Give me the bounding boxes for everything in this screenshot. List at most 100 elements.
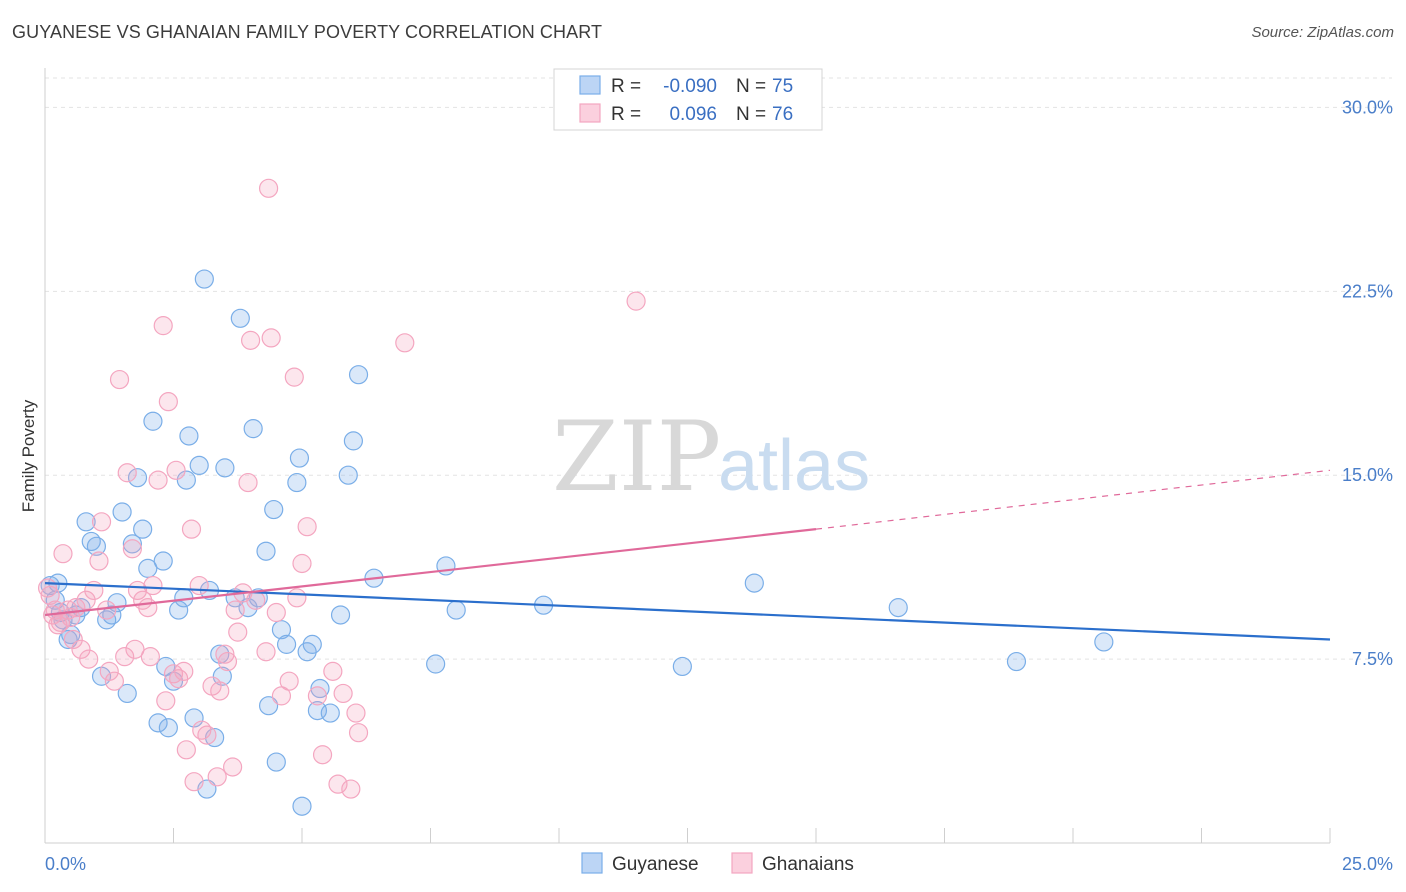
point-ghanaians	[53, 544, 73, 564]
point-guyanese	[436, 556, 456, 576]
point-ghanaians	[176, 740, 196, 760]
point-ghanaians	[341, 779, 361, 799]
point-ghanaians	[348, 723, 369, 743]
point-guyanese	[176, 470, 196, 490]
bottom-legend-label-guyanese: Guyanese	[612, 854, 699, 875]
point-guyanese	[348, 365, 369, 385]
point-ghanaians	[109, 369, 130, 390]
point-guyanese	[133, 519, 153, 539]
bottom-legend: Guyanese Ghanaians	[581, 852, 854, 875]
point-guyanese	[1094, 632, 1114, 652]
watermark-zip: ZIP	[552, 401, 721, 513]
point-ghanaians	[333, 683, 353, 704]
legend-n-label-1: N =	[736, 76, 766, 97]
point-ghanaians	[122, 539, 142, 559]
point-ghanaians	[140, 647, 160, 667]
point-guyanese	[194, 269, 214, 289]
point-ghanaians	[148, 470, 168, 490]
point-guyanese	[330, 605, 351, 625]
legend-swatch-ghanaians	[579, 103, 601, 123]
point-guyanese	[158, 718, 178, 738]
point-guyanese	[122, 534, 142, 554]
point-ghanaians	[297, 517, 317, 537]
point-ghanaians	[215, 644, 235, 664]
point-guyanese	[343, 431, 363, 451]
point-guyanese	[310, 678, 330, 699]
point-guyanese	[243, 419, 263, 439]
point-ghanaians	[63, 629, 83, 650]
point-ghanaians	[143, 575, 163, 596]
point-ghanaians	[97, 600, 117, 620]
point-ghanaians	[238, 472, 258, 493]
point-ghanaians	[76, 590, 96, 610]
trend-line-guyanese	[44, 581, 1331, 641]
legend-r-value-2: 0.096	[669, 104, 717, 125]
y-tick-label: 15.0%	[1342, 465, 1393, 485]
point-ghanaians	[153, 316, 173, 336]
x-tick-label-min: 0.0%	[45, 854, 86, 874]
point-ghanaians	[71, 639, 91, 659]
point-guyanese	[112, 502, 132, 522]
point-ghanaians	[266, 602, 286, 623]
point-ghanaians	[45, 600, 65, 620]
point-ghanaians	[99, 661, 119, 681]
y-tick-label: 7.5%	[1352, 649, 1393, 669]
y-axis-label: Family Poverty	[19, 399, 38, 512]
point-guyanese	[302, 634, 322, 654]
point-ghanaians	[217, 651, 238, 672]
trend-line-ghanaians-extension	[815, 469, 1331, 530]
legend-swatch-guyanese	[579, 75, 601, 95]
point-ghanaians	[307, 686, 328, 706]
point-ghanaians	[181, 519, 202, 539]
point-guyanese	[212, 666, 232, 686]
point-ghanaians	[312, 745, 333, 765]
point-guyanese	[230, 308, 250, 328]
chart-title: GUYANESE VS GHANAIAN FAMILY POVERTY CORR…	[12, 22, 603, 42]
grid-lines	[45, 77, 1392, 660]
point-ghanaians	[166, 460, 186, 480]
x-tick-labels: 0.0% 25.0%	[45, 854, 1393, 874]
point-ghanaians	[346, 703, 366, 723]
legend-r-value-1: -0.090	[663, 76, 717, 97]
trend-lines	[44, 469, 1331, 641]
legend: R = -0.090 N = 75 R = 0.096 N = 76	[553, 68, 823, 131]
point-ghanaians	[104, 671, 124, 691]
point-guyanese	[76, 512, 96, 532]
point-guyanese	[148, 713, 168, 733]
point-ghanaians	[156, 691, 176, 711]
point-guyanese	[184, 708, 204, 728]
point-ghanaians	[79, 649, 99, 669]
legend-n-value-2: 76	[772, 104, 793, 125]
point-guyanese	[179, 426, 199, 446]
point-guyanese	[210, 644, 230, 664]
point-guyanese	[163, 671, 184, 691]
point-ghanaians	[207, 767, 227, 787]
axes	[44, 68, 1331, 844]
point-guyanese	[266, 752, 286, 772]
point-guyanese	[86, 536, 107, 556]
point-ghanaians	[138, 598, 158, 618]
point-guyanese	[153, 551, 173, 571]
watermark-atlas: atlas	[718, 426, 870, 506]
point-guyanese	[338, 465, 358, 485]
point-guyanese	[258, 696, 279, 716]
point-guyanese	[138, 558, 158, 578]
legend-r-label-1: R =	[611, 76, 641, 97]
y-tick-label: 30.0%	[1342, 97, 1393, 117]
point-ghanaians	[287, 588, 307, 608]
y-tick-label: 22.5%	[1342, 281, 1393, 301]
point-ghanaians	[228, 622, 248, 642]
point-ghanaians	[284, 367, 304, 387]
point-ghanaians	[174, 661, 194, 681]
point-ghanaians	[125, 639, 145, 659]
point-guyanese	[289, 448, 310, 468]
point-guyanese	[271, 620, 292, 640]
point-ghanaians	[115, 647, 135, 667]
point-guyanese	[672, 656, 692, 677]
point-guyanese	[276, 634, 297, 654]
point-guyanese	[446, 600, 466, 620]
point-ghanaians	[40, 585, 60, 605]
point-ghanaians	[328, 774, 348, 794]
point-guyanese	[292, 796, 312, 816]
